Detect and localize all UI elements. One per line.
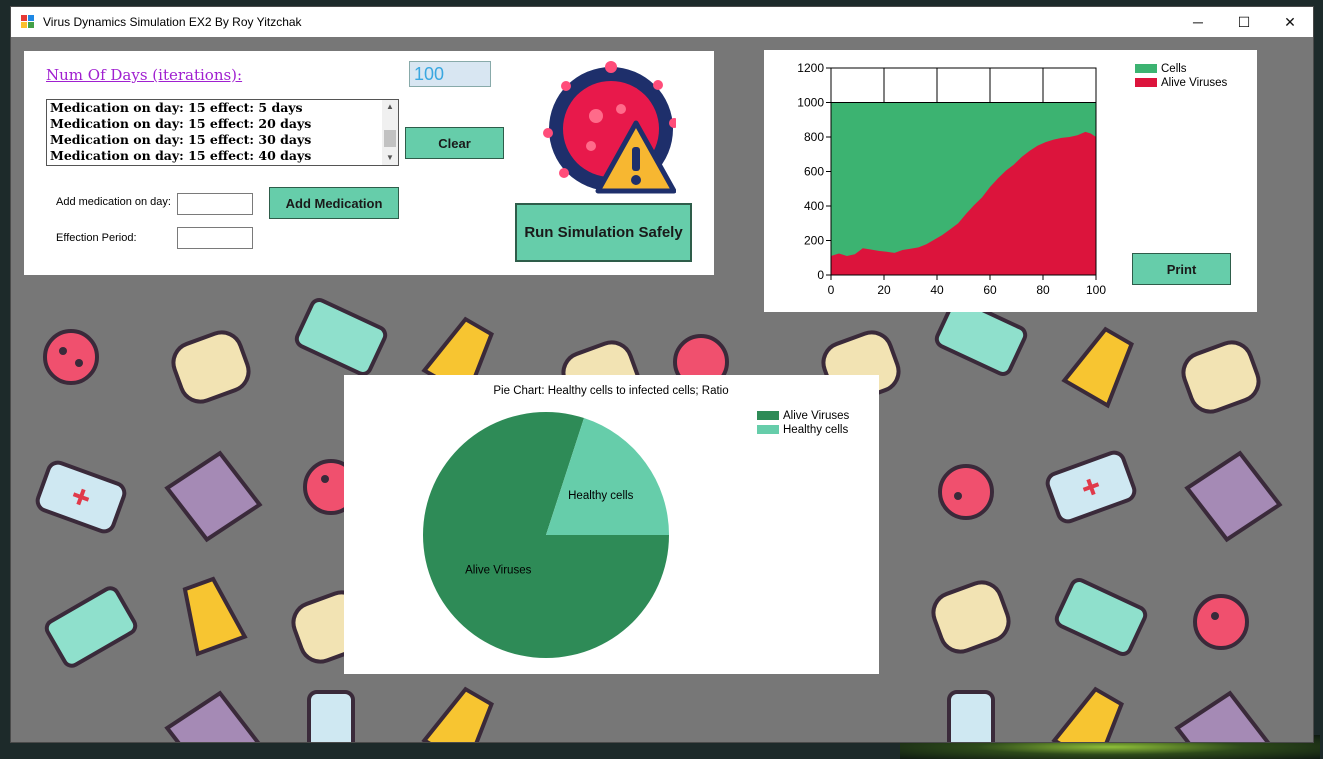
minimize-button[interactable]: ─ [1193,14,1203,30]
scroll-down-icon[interactable]: ▼ [386,153,394,162]
pie-slice [423,411,669,658]
pie-chart: Pie Chart: Healthy cells to infected cel… [423,385,850,658]
effect-period-label: Effection Period: [56,232,137,244]
scroll-thumb[interactable] [384,130,396,147]
legend-label: Alive Viruses [1161,77,1228,89]
client-area: Num Of Days (iterations): Medication on … [11,37,1313,742]
y-tick-label: 0 [817,268,824,282]
y-tick-label: 800 [804,130,824,144]
clear-button[interactable]: Clear [405,127,504,159]
legend-swatch [757,425,779,434]
x-tick-label: 0 [828,283,835,297]
y-tick-label: 200 [804,234,824,248]
medication-listbox[interactable]: Medication on day: 15 effect: 5 days Med… [46,99,399,166]
legend-swatch [1135,64,1157,73]
list-item[interactable]: Medication on day: 15 effect: 20 days [50,116,312,131]
print-button[interactable]: Print [1132,253,1231,285]
legend-label: Healthy cells [783,424,848,436]
alive-viruses-area [831,131,1096,275]
window-title: Virus Dynamics Simulation EX2 By Roy Yit… [43,15,302,29]
pie-chart-panel: Pie Chart: Healthy cells to infected cel… [344,375,879,674]
x-tick-label: 60 [983,283,997,297]
legend-label: Alive Viruses [783,410,850,422]
y-tick-label: 600 [804,165,824,179]
pie-slice-label: Healthy cells [568,490,633,502]
app-window: Virus Dynamics Simulation EX2 By Roy Yit… [10,6,1314,743]
title-bar[interactable]: Virus Dynamics Simulation EX2 By Roy Yit… [11,7,1313,37]
days-input[interactable] [409,61,491,87]
add-medication-button[interactable]: Add Medication [269,187,399,219]
legend-label: Cells [1161,63,1187,75]
controls-panel: Num Of Days (iterations): Medication on … [24,51,714,275]
add-day-label: Add medication on day: [56,196,171,208]
legend-swatch [1135,78,1157,87]
legend-swatch [757,411,779,420]
x-tick-label: 40 [930,283,944,297]
x-tick-label: 80 [1036,283,1050,297]
listbox-scrollbar[interactable]: ▲ ▼ [382,100,398,165]
list-item[interactable]: Medication on day: 15 effect: 40 days [50,148,312,163]
pie-title: Pie Chart: Healthy cells to infected cel… [493,385,728,397]
x-tick-label: 100 [1086,283,1106,297]
virus-warning-icon [543,61,676,194]
effect-period-input[interactable] [177,227,253,249]
y-tick-label: 1000 [797,96,824,110]
y-tick-label: 1200 [797,61,824,75]
list-item[interactable]: Medication on day: 15 effect: 30 days [50,132,312,147]
area-chart-panel: 0 200 400 600 800 1000 1200 0 20 40 60 80 100 Cells Al… [764,50,1257,312]
pie-slice-label: Alive Viruses [465,565,532,577]
add-day-input[interactable] [177,193,253,215]
area-chart: 0 200 400 600 800 1000 1200 0 20 40 60 80 100 Cells Al… [797,61,1228,297]
x-tick-label: 20 [877,283,891,297]
close-button[interactable]: ✕ [1284,13,1296,30]
y-tick-label: 400 [804,199,824,213]
maximize-button[interactable]: ☐ [1237,13,1251,30]
days-label: Num Of Days (iterations): [46,66,243,84]
pie-slice [546,418,669,535]
run-simulation-button[interactable]: Run Simulation Safely [515,203,692,262]
scroll-up-icon[interactable]: ▲ [386,102,394,111]
list-item[interactable]: Medication on day: 15 effect: 5 days [50,100,303,115]
app-icon [21,15,35,29]
